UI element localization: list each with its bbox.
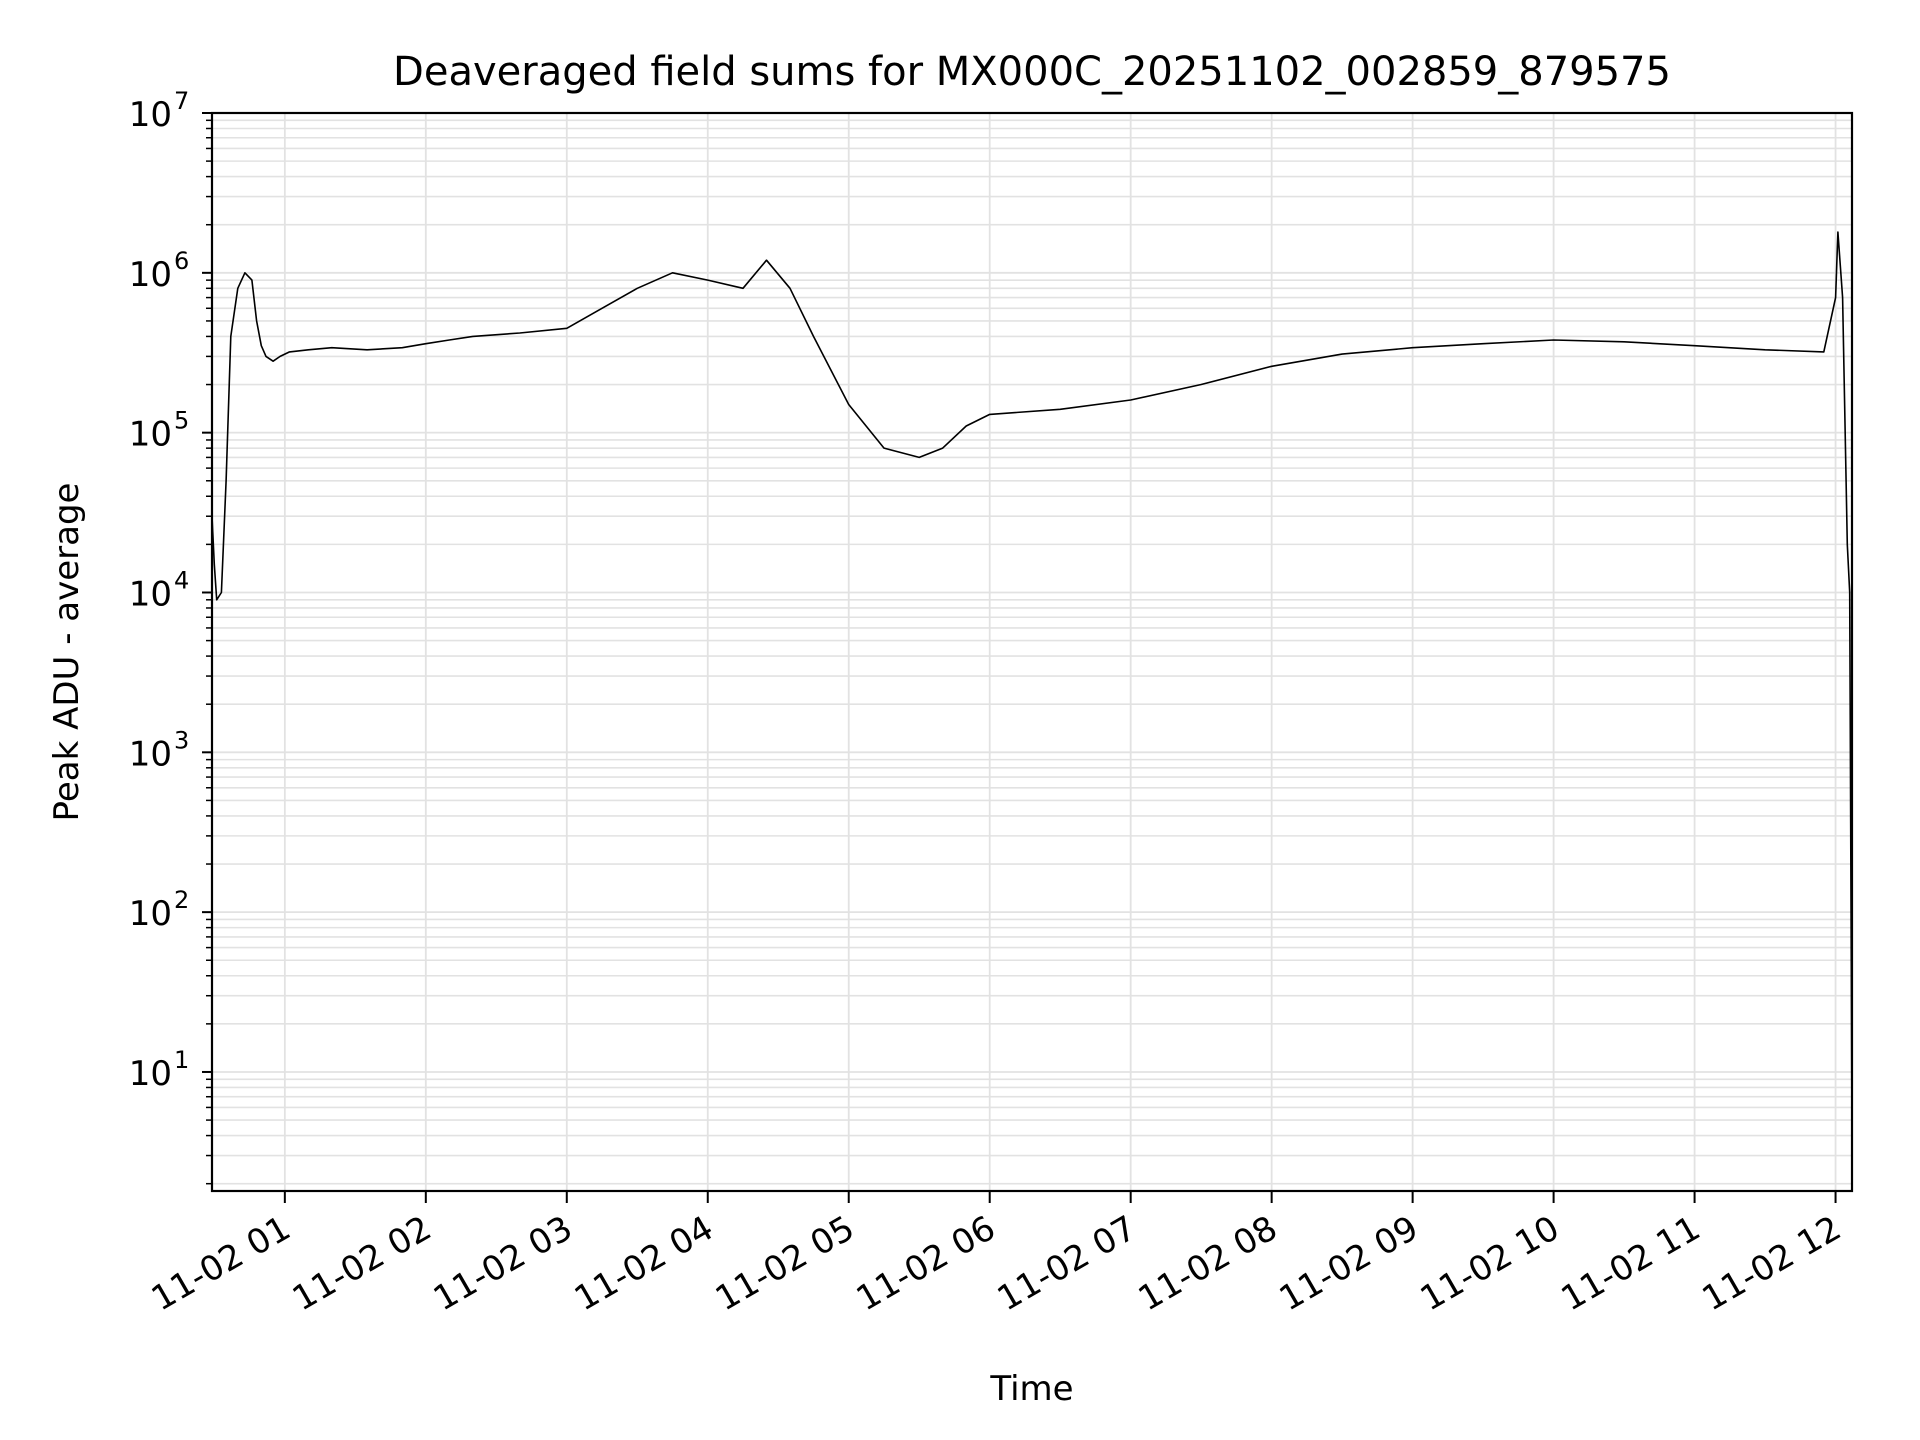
- y-tick-label: 10: [129, 574, 172, 614]
- x-tick-label: 11-02 09: [1273, 1208, 1425, 1319]
- y-tick-exponent: 5: [174, 407, 189, 435]
- plot-area: [212, 231, 1852, 1136]
- x-tick-label: 11-02 08: [1132, 1208, 1284, 1319]
- x-tick-label: 11-02 03: [427, 1208, 579, 1319]
- x-tick-label: 11-02 06: [850, 1208, 1002, 1319]
- y-tick-label: 10: [129, 255, 172, 295]
- x-tick-label: 11-02 12: [1696, 1208, 1848, 1319]
- chart-title: Deaveraged field sums for MX000C_2025110…: [393, 49, 1671, 95]
- y-tick-label: 10: [129, 894, 172, 934]
- y-tick-exponent: 1: [174, 1046, 189, 1074]
- x-tick-label: 11-02 01: [145, 1208, 297, 1319]
- series-line: [212, 231, 1852, 1136]
- y-tick-label: 10: [129, 1054, 172, 1094]
- x-tick-label: 11-02 10: [1414, 1208, 1566, 1319]
- y-axis-label: Peak ADU - average: [47, 483, 87, 822]
- x-tick-label: 11-02 07: [991, 1208, 1143, 1319]
- x-tick-label: 11-02 02: [286, 1208, 438, 1319]
- y-tick-label: 10: [129, 95, 172, 135]
- y-tick-exponent: 3: [174, 726, 189, 754]
- y-tick-exponent: 7: [174, 87, 189, 115]
- y-tick-label: 10: [129, 415, 172, 455]
- y-tick-exponent: 2: [174, 886, 189, 914]
- y-tick-exponent: 4: [174, 566, 189, 594]
- x-tick-label: 11-02 04: [568, 1208, 720, 1319]
- minor-gridlines: [212, 119, 1852, 1185]
- y-tick-exponent: 6: [174, 247, 189, 275]
- major-gridlines: [212, 112, 1852, 1191]
- x-tick-label: 11-02 05: [709, 1208, 861, 1319]
- y-tick-label: 10: [129, 734, 172, 774]
- x-axis-label: Time: [989, 1369, 1073, 1409]
- x-tick-label: 11-02 11: [1555, 1208, 1707, 1319]
- plot-frame: [210, 111, 1854, 1193]
